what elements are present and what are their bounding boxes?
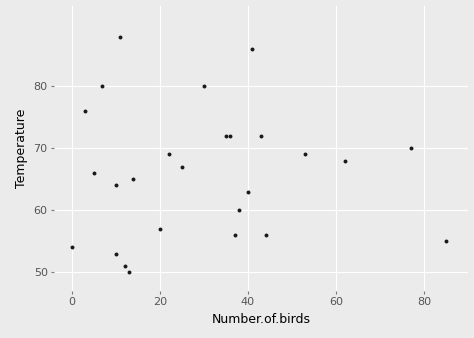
- Point: [236, 208, 243, 213]
- Point: [407, 146, 415, 151]
- Point: [178, 164, 186, 170]
- Point: [301, 152, 309, 157]
- Point: [68, 245, 75, 250]
- Point: [156, 226, 164, 232]
- Point: [116, 34, 124, 39]
- Point: [129, 176, 137, 182]
- Point: [244, 189, 252, 194]
- Point: [200, 83, 208, 89]
- Point: [227, 133, 234, 139]
- Point: [125, 270, 133, 275]
- Y-axis label: Temperature: Temperature: [15, 108, 28, 188]
- Point: [90, 170, 98, 176]
- Point: [112, 251, 119, 256]
- Point: [222, 133, 230, 139]
- Point: [99, 83, 106, 89]
- Point: [165, 152, 173, 157]
- Point: [231, 232, 238, 238]
- Point: [443, 239, 450, 244]
- Point: [81, 108, 89, 114]
- Point: [257, 133, 265, 139]
- Point: [262, 232, 269, 238]
- Point: [341, 158, 349, 163]
- Point: [248, 46, 256, 52]
- Point: [112, 183, 119, 188]
- X-axis label: Number.of.birds: Number.of.birds: [212, 313, 310, 326]
- Point: [121, 263, 128, 269]
